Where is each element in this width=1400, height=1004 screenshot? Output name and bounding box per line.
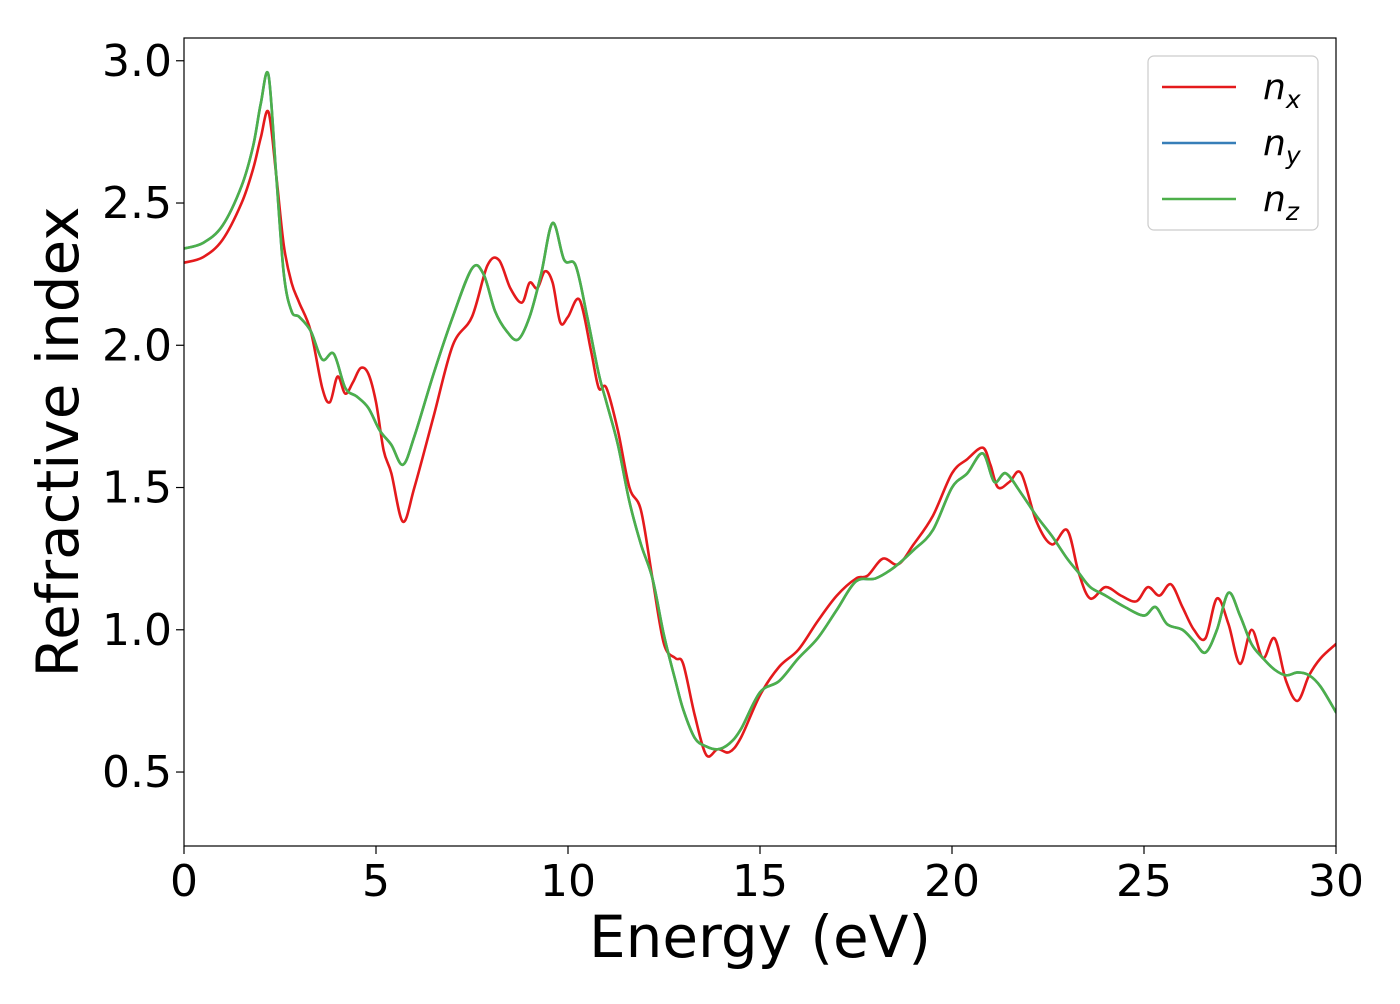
legend-label-x: nx [1263, 67, 1301, 114]
plot-area [184, 38, 1336, 846]
legend-symbol: n [1263, 123, 1286, 164]
y-tick-label: 2.0 [102, 320, 172, 371]
y-tick-label: 2.5 [102, 178, 172, 229]
legend-subscript: z [1285, 197, 1300, 226]
x-tick-label: 5 [362, 856, 390, 907]
x-axis-label: Energy (eV) [589, 903, 931, 971]
y-tick-label: 0.5 [102, 747, 172, 798]
legend-subscript: x [1285, 85, 1301, 114]
legend-label-y: ny [1263, 123, 1302, 170]
x-tick-label: 25 [1116, 856, 1172, 907]
series-line-z [184, 71, 1336, 751]
legend-symbol: n [1263, 67, 1286, 108]
y-axis-ticks: 0.5 1.0 1.5 2.0 2.5 3.0 [102, 36, 184, 798]
y-axis-label: Refractive index [24, 206, 92, 677]
series-line-x [184, 109, 1336, 758]
y-tick-label: 1.5 [102, 463, 172, 514]
x-axis-ticks: 0 5 10 15 20 25 30 [170, 846, 1364, 907]
x-tick-label: 10 [540, 856, 596, 907]
x-tick-label: 15 [732, 856, 788, 907]
series-layer [184, 71, 1336, 758]
y-tick-label: 3.0 [102, 36, 172, 87]
legend-subscript: y [1285, 141, 1302, 170]
y-tick-label: 1.0 [102, 605, 172, 656]
x-tick-label: 20 [924, 856, 980, 907]
legend-symbol: n [1263, 179, 1286, 220]
legend-label-z: nz [1263, 179, 1300, 226]
x-tick-label: 0 [170, 856, 198, 907]
x-tick-label: 30 [1308, 856, 1364, 907]
